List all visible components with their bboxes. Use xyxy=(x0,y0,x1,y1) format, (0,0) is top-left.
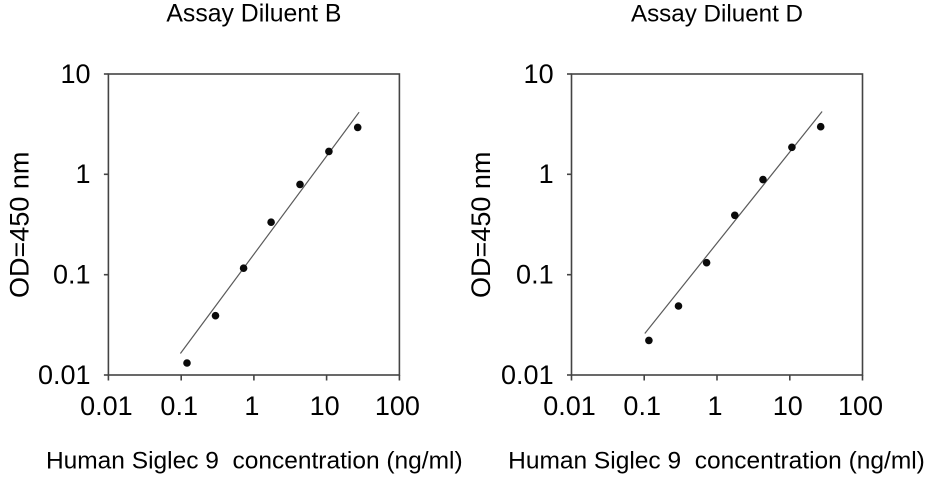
svg-text:0.01: 0.01 xyxy=(501,360,554,390)
svg-text:0.1: 0.1 xyxy=(53,260,91,290)
svg-text:10: 10 xyxy=(310,391,340,421)
svg-text:0.01: 0.01 xyxy=(38,360,91,390)
svg-text:0.1: 0.1 xyxy=(623,391,661,421)
svg-text:1: 1 xyxy=(539,159,554,189)
svg-text:Human Siglec 9 concentration: Human Siglec 9 concentration (ng/ml) xyxy=(46,448,463,475)
svg-text:0.1: 0.1 xyxy=(516,260,554,290)
svg-text:1: 1 xyxy=(244,391,259,421)
svg-text:100: 100 xyxy=(838,391,883,421)
svg-text:Assay Diluent D: Assay Diluent D xyxy=(631,1,803,28)
svg-text:10: 10 xyxy=(773,391,803,421)
svg-text:10: 10 xyxy=(524,59,554,89)
svg-text:Assay Diluent B: Assay Diluent B xyxy=(166,1,341,28)
svg-text:0.01: 0.01 xyxy=(80,391,133,421)
svg-text:0.01: 0.01 xyxy=(543,391,596,421)
svg-text:1: 1 xyxy=(707,391,722,421)
svg-text:0.1: 0.1 xyxy=(160,391,198,421)
svg-text:OD=450 nm: OD=450 nm xyxy=(466,152,496,298)
svg-text:10: 10 xyxy=(60,59,90,89)
svg-text:Human Siglec 9 concentration: Human Siglec 9 concentration (ng/ml) xyxy=(508,448,925,475)
svg-text:OD=450 nm: OD=450 nm xyxy=(4,152,34,298)
svg-text:100: 100 xyxy=(375,391,420,421)
svg-text:1: 1 xyxy=(75,159,90,189)
